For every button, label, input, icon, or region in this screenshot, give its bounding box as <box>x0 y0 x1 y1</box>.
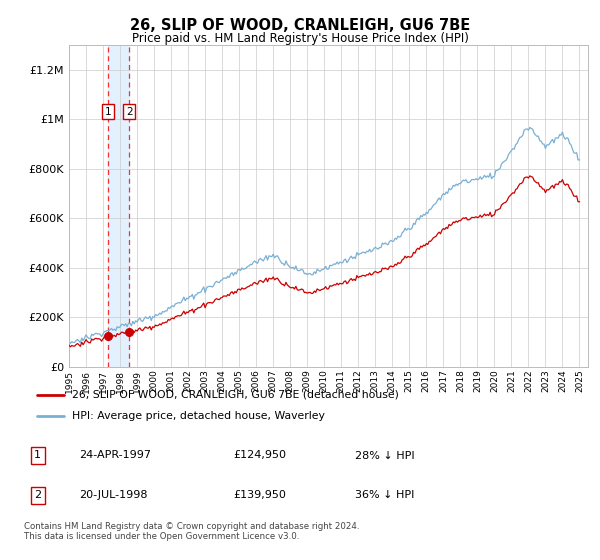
Text: Contains HM Land Registry data © Crown copyright and database right 2024.
This d: Contains HM Land Registry data © Crown c… <box>24 522 359 542</box>
Text: 2: 2 <box>34 490 41 500</box>
Text: 1: 1 <box>104 106 111 116</box>
Text: 24-APR-1997: 24-APR-1997 <box>79 450 151 460</box>
Text: 2: 2 <box>126 106 133 116</box>
Text: 20-JUL-1998: 20-JUL-1998 <box>79 490 148 500</box>
Text: Price paid vs. HM Land Registry's House Price Index (HPI): Price paid vs. HM Land Registry's House … <box>131 32 469 45</box>
Text: 26, SLIP OF WOOD, CRANLEIGH, GU6 7BE (detached house): 26, SLIP OF WOOD, CRANLEIGH, GU6 7BE (de… <box>71 390 398 400</box>
Text: £124,950: £124,950 <box>234 450 287 460</box>
Text: 26, SLIP OF WOOD, CRANLEIGH, GU6 7BE: 26, SLIP OF WOOD, CRANLEIGH, GU6 7BE <box>130 18 470 33</box>
Text: 36% ↓ HPI: 36% ↓ HPI <box>355 490 415 500</box>
Text: 28% ↓ HPI: 28% ↓ HPI <box>355 450 415 460</box>
Text: 1: 1 <box>34 450 41 460</box>
Text: HPI: Average price, detached house, Waverley: HPI: Average price, detached house, Wave… <box>71 411 325 421</box>
Bar <box>108 45 130 367</box>
Text: £139,950: £139,950 <box>234 490 287 500</box>
